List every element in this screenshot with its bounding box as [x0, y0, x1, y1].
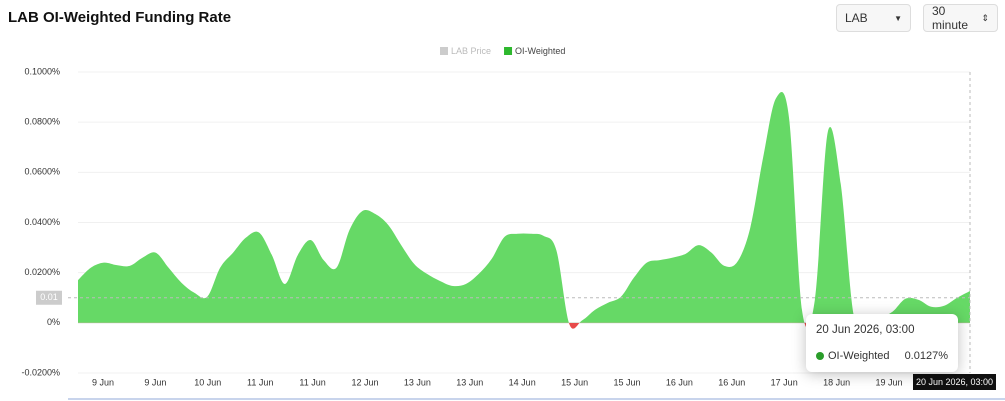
x-tick-label: 19 Jun	[875, 377, 902, 387]
x-tick-label: 11 Jun	[299, 377, 325, 387]
area	[78, 92, 970, 323]
crosshair-y-label: 0.01	[40, 292, 58, 302]
symbol-select[interactable]: LAB ▼	[836, 4, 911, 32]
crosshair-x-label: 20 Jun 2026, 03:00	[916, 377, 993, 387]
x-tick-label: 17 Jun	[771, 377, 798, 387]
legend-label: LAB Price	[451, 46, 491, 56]
y-tick-label: 0.0200%	[24, 267, 60, 277]
caret: ⇕	[981, 12, 989, 23]
legend-label: OI-Weighted	[515, 46, 565, 56]
x-tick-label: 9 Jun	[92, 377, 114, 387]
tooltip-row: OI-Weighted	[816, 350, 890, 362]
x-tick-label: 15 Jun	[613, 377, 640, 387]
legend-swatch	[504, 47, 513, 55]
x-tick-label: 18 Jun	[823, 377, 850, 387]
x-tick-label: 9 Jun	[144, 377, 166, 387]
x-tick-label: 16 Jun	[718, 377, 745, 387]
x-tick-label: 15 Jun	[561, 377, 588, 387]
interval-select[interactable]: 30 minute ⇕	[923, 4, 998, 32]
y-tick-label: -0.0200%	[21, 367, 60, 377]
title: LAB OI-Weighted Funding Rate	[8, 9, 232, 26]
y-tick-label: 0%	[47, 317, 60, 327]
select-text: 30 minute	[932, 4, 969, 32]
select-text: LAB	[845, 11, 868, 25]
tooltip: 20 Jun 2026, 03:00 OI-Weighted 0.0127%	[806, 314, 958, 372]
tooltip-value: 0.0127%	[904, 350, 948, 362]
y-tick-label: 0.0600%	[24, 167, 60, 177]
y-tick-label: 0.1000%	[24, 66, 60, 76]
x-tick-label: 16 Jun	[666, 377, 693, 387]
tooltip-date: 20 Jun 2026, 03:00	[816, 324, 915, 336]
y-tick-label: 0.0400%	[24, 217, 60, 227]
x-tick-label: 13 Jun	[456, 377, 483, 387]
tooltip-series: OI-Weighted	[828, 350, 890, 362]
x-tick-label: 13 Jun	[404, 377, 431, 387]
x-tick-label: 14 Jun	[509, 377, 536, 387]
y-tick-label: 0.0800%	[24, 117, 60, 127]
crosshair-y-box	[36, 290, 62, 305]
x-tick-label: 11 Jun	[247, 377, 273, 387]
x-tick-label: 10 Jun	[194, 377, 221, 387]
tooltip-dot	[816, 352, 824, 360]
caret: ▼	[894, 13, 902, 23]
legend-swatch	[440, 47, 448, 55]
x-tick-label: 12 Jun	[351, 377, 378, 387]
crosshair-x-box	[913, 374, 996, 390]
